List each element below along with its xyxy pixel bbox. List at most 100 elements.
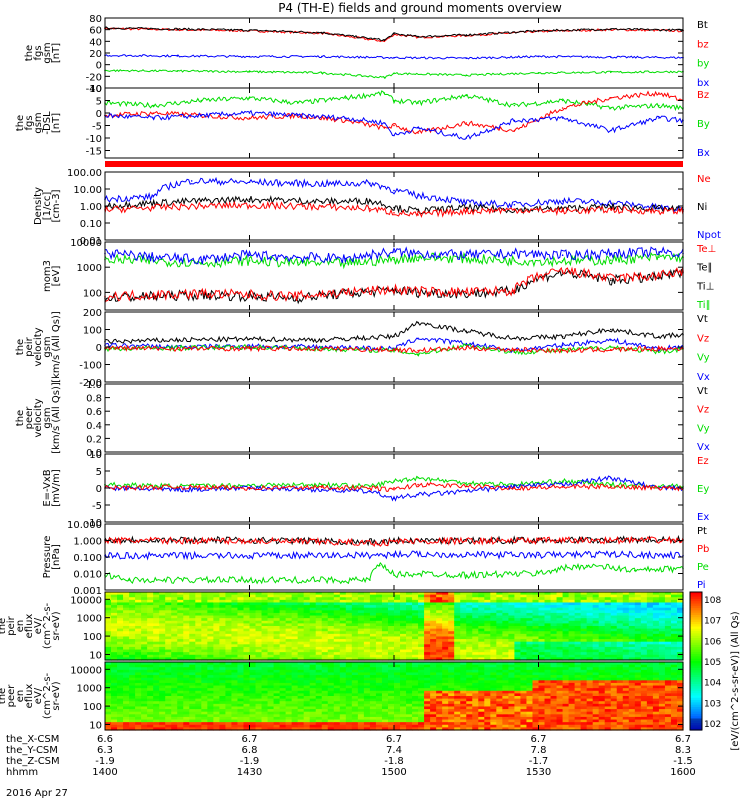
data-point xyxy=(610,209,612,211)
data-point xyxy=(393,57,395,59)
data-point xyxy=(610,28,612,30)
legend-Te⊥: Te⊥ xyxy=(696,244,716,255)
y-tick-label: 1000 xyxy=(77,263,102,274)
legend-Ti∥: Ti∥ xyxy=(696,300,711,311)
data-point xyxy=(321,32,323,34)
series-Bz xyxy=(105,92,683,134)
data-point xyxy=(152,202,154,204)
y-axis-label: [nPa] xyxy=(51,544,62,570)
data-point xyxy=(417,322,419,324)
legend-Vx: Vx xyxy=(697,372,710,383)
data-point xyxy=(369,491,371,493)
data-point xyxy=(562,210,564,212)
data-point xyxy=(249,487,251,489)
data-point xyxy=(321,56,323,58)
y-tick-label: 0.8 xyxy=(86,394,102,405)
data-point xyxy=(658,117,660,119)
legend-Pi: Pi xyxy=(697,580,706,591)
data-point xyxy=(393,497,395,499)
data-point xyxy=(152,294,154,296)
legend-Vy: Vy xyxy=(697,353,710,364)
data-point xyxy=(249,97,251,99)
data-point xyxy=(538,573,540,575)
data-point xyxy=(466,554,468,556)
data-point xyxy=(393,480,395,482)
data-point xyxy=(152,117,154,119)
legend-Ni: Ni xyxy=(697,202,707,213)
data-point xyxy=(369,182,371,184)
data-point xyxy=(466,292,468,294)
data-point xyxy=(152,112,154,114)
y-tick-label: 0.4 xyxy=(86,421,102,432)
data-point xyxy=(177,55,179,57)
legend-Bt: Bt xyxy=(697,20,708,31)
y-tick-label: 5 xyxy=(96,467,102,478)
panel-density: 100.0010.001.000.100.01Density[1/cc][cm-… xyxy=(33,168,721,247)
data-point xyxy=(562,480,564,482)
data-point xyxy=(562,117,564,119)
data-point xyxy=(369,487,371,489)
legend-Ex: Ex xyxy=(697,512,709,523)
data-point xyxy=(393,349,395,351)
legend-Bz: Bz xyxy=(697,90,709,101)
y-tick-label: -10 xyxy=(86,134,102,145)
data-point xyxy=(514,130,516,132)
y-tick-label: 100 xyxy=(83,632,102,643)
series-Pi xyxy=(105,551,683,559)
data-point xyxy=(321,487,323,489)
data-point xyxy=(177,486,179,488)
data-point xyxy=(466,254,468,256)
data-point xyxy=(466,258,468,260)
y-tick-label: 0.2 xyxy=(86,434,102,445)
data-point xyxy=(466,34,468,36)
data-point xyxy=(249,579,251,581)
y-tick-label: 10 xyxy=(89,650,102,661)
data-point xyxy=(297,102,299,104)
data-point xyxy=(152,207,154,209)
data-point xyxy=(201,115,203,117)
data-point xyxy=(417,195,419,197)
data-point xyxy=(393,541,395,543)
data-point xyxy=(152,196,154,198)
y-axis-label: [nT] xyxy=(51,43,62,63)
data-point xyxy=(466,331,468,333)
legend-Npot: Npot xyxy=(697,230,721,241)
data-point xyxy=(562,254,564,256)
y-tick-label: 1.000 xyxy=(73,537,102,548)
data-point xyxy=(297,115,299,117)
data-point xyxy=(562,260,564,262)
legend-Vy: Vy xyxy=(697,423,710,434)
data-point xyxy=(514,209,516,211)
data-point xyxy=(384,542,386,544)
y-tick-label: -15 xyxy=(86,147,102,158)
data-point xyxy=(466,486,468,488)
data-point xyxy=(610,253,612,255)
data-point xyxy=(249,181,251,183)
data-point xyxy=(249,260,251,262)
y-tick-label: 0.100 xyxy=(73,553,102,564)
data-point xyxy=(177,70,179,72)
data-point xyxy=(658,256,660,258)
y-tick-label: 1000 xyxy=(77,614,102,625)
y-tick-label: 100 xyxy=(83,326,102,337)
legend-By: By xyxy=(697,119,710,130)
data-point xyxy=(417,484,419,486)
legend-by: by xyxy=(697,59,709,70)
data-point xyxy=(466,137,468,139)
y-tick-label: -5 xyxy=(92,122,102,133)
data-point xyxy=(393,125,395,127)
data-point xyxy=(321,183,323,185)
data-point xyxy=(610,97,612,99)
data-point xyxy=(466,343,468,345)
data-point xyxy=(321,206,323,208)
data-point xyxy=(393,336,395,338)
data-point xyxy=(393,553,395,555)
data-point xyxy=(393,100,395,102)
legend-Vz: Vz xyxy=(697,405,709,416)
data-point xyxy=(321,201,323,203)
legend-Ey: Ey xyxy=(697,484,709,495)
data-point xyxy=(658,336,660,338)
data-point xyxy=(610,553,612,555)
data-point xyxy=(610,329,612,331)
